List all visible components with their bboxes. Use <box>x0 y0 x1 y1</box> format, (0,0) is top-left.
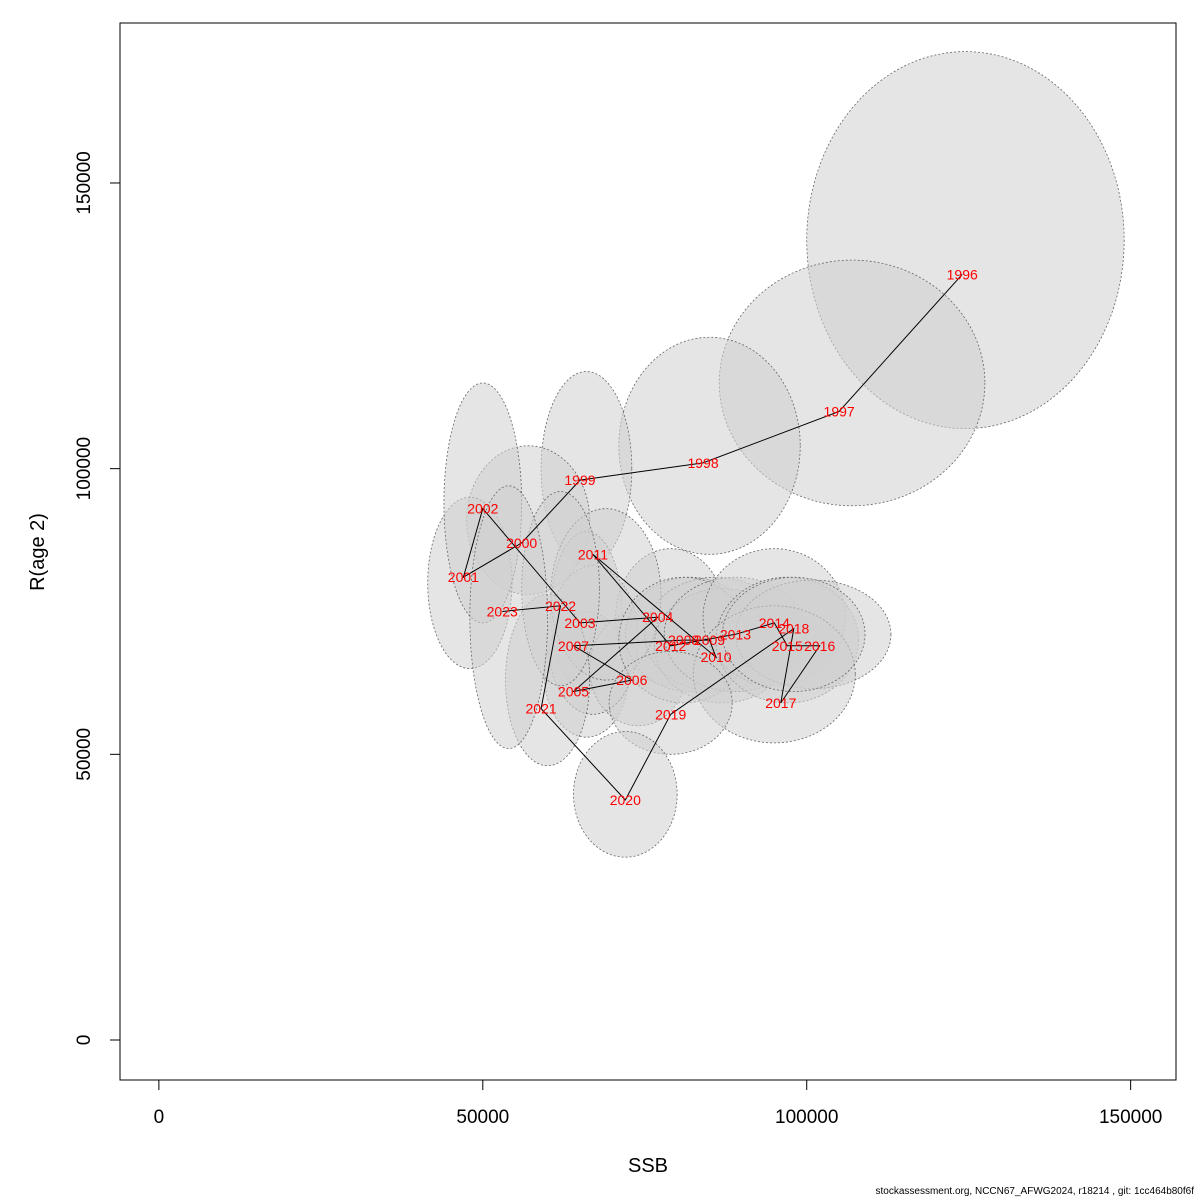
year-label-2007: 2007 <box>558 638 589 654</box>
year-label-2000: 2000 <box>506 535 537 551</box>
year-label-2014: 2014 <box>759 615 790 631</box>
x-tick-label-2: 100000 <box>775 1107 838 1128</box>
year-label-2012: 2012 <box>655 638 686 654</box>
y-tick-label-2: 100000 <box>74 437 95 500</box>
year-label-1997: 1997 <box>824 404 855 420</box>
y-tick-label-1: 50000 <box>74 728 95 781</box>
year-label-2003: 2003 <box>564 615 595 631</box>
ellipse-2020 <box>573 731 678 858</box>
trajectory-line <box>462 274 963 801</box>
year-label-1999: 1999 <box>564 472 595 488</box>
year-label-2019: 2019 <box>655 706 686 722</box>
year-label-2021: 2021 <box>526 701 557 717</box>
year-label-2013: 2013 <box>720 626 751 642</box>
y-tick-label-0: 0 <box>74 1035 95 1046</box>
year-labels: 1996 1997 1998 1999 2000 2001 2002 2003 2004 2005… <box>448 266 978 808</box>
year-label-2006: 2006 <box>616 672 647 688</box>
ellipse-2018 <box>722 576 866 692</box>
year-label-2023: 2023 <box>487 603 518 619</box>
ellipse-2019 <box>608 651 733 755</box>
x-tick-label-0: 0 <box>154 1107 165 1128</box>
year-label-2005: 2005 <box>558 683 589 699</box>
year-label-2008: 2008 <box>668 632 699 648</box>
ellipse-1998 <box>618 336 801 555</box>
x-axis-title: SSB <box>628 1155 668 1177</box>
year-label-2004: 2004 <box>642 609 673 625</box>
year-label-2022: 2022 <box>545 598 576 614</box>
x-tick-label-1: 50000 <box>456 1107 509 1128</box>
y-axis-title: R(age 2) <box>27 513 49 591</box>
year-label-1998: 1998 <box>687 455 718 471</box>
confidence-ellipses <box>427 51 1125 858</box>
year-label-2020: 2020 <box>610 792 641 808</box>
year-label-2018: 2018 <box>778 621 809 637</box>
year-label-2015: 2015 <box>772 638 803 654</box>
y-axis: 0 50000 100000 150000 <box>74 151 121 1046</box>
year-label-2001: 2001 <box>448 569 479 585</box>
y-tick-label-3: 150000 <box>74 151 95 214</box>
year-label-2002: 2002 <box>467 501 498 517</box>
year-label-2016: 2016 <box>804 638 835 654</box>
year-label-2017: 2017 <box>765 695 796 711</box>
year-label-2009: 2009 <box>694 632 725 648</box>
footer-credit: stockassessment.org, NCCN67_AFWG2024, r1… <box>875 1186 1195 1197</box>
ellipse-2023 <box>469 485 548 750</box>
year-label-2011: 2011 <box>578 546 608 562</box>
x-axis: 0 50000 100000 150000 <box>154 1079 1162 1128</box>
x-tick-label-3: 150000 <box>1099 1107 1162 1128</box>
year-label-1996: 1996 <box>947 266 978 282</box>
year-label-2010: 2010 <box>700 649 731 665</box>
